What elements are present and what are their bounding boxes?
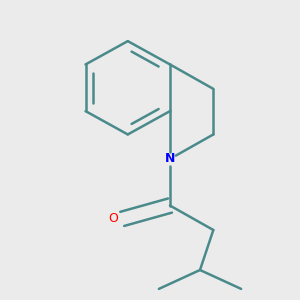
Text: N: N [165, 152, 175, 165]
Text: O: O [108, 212, 118, 225]
